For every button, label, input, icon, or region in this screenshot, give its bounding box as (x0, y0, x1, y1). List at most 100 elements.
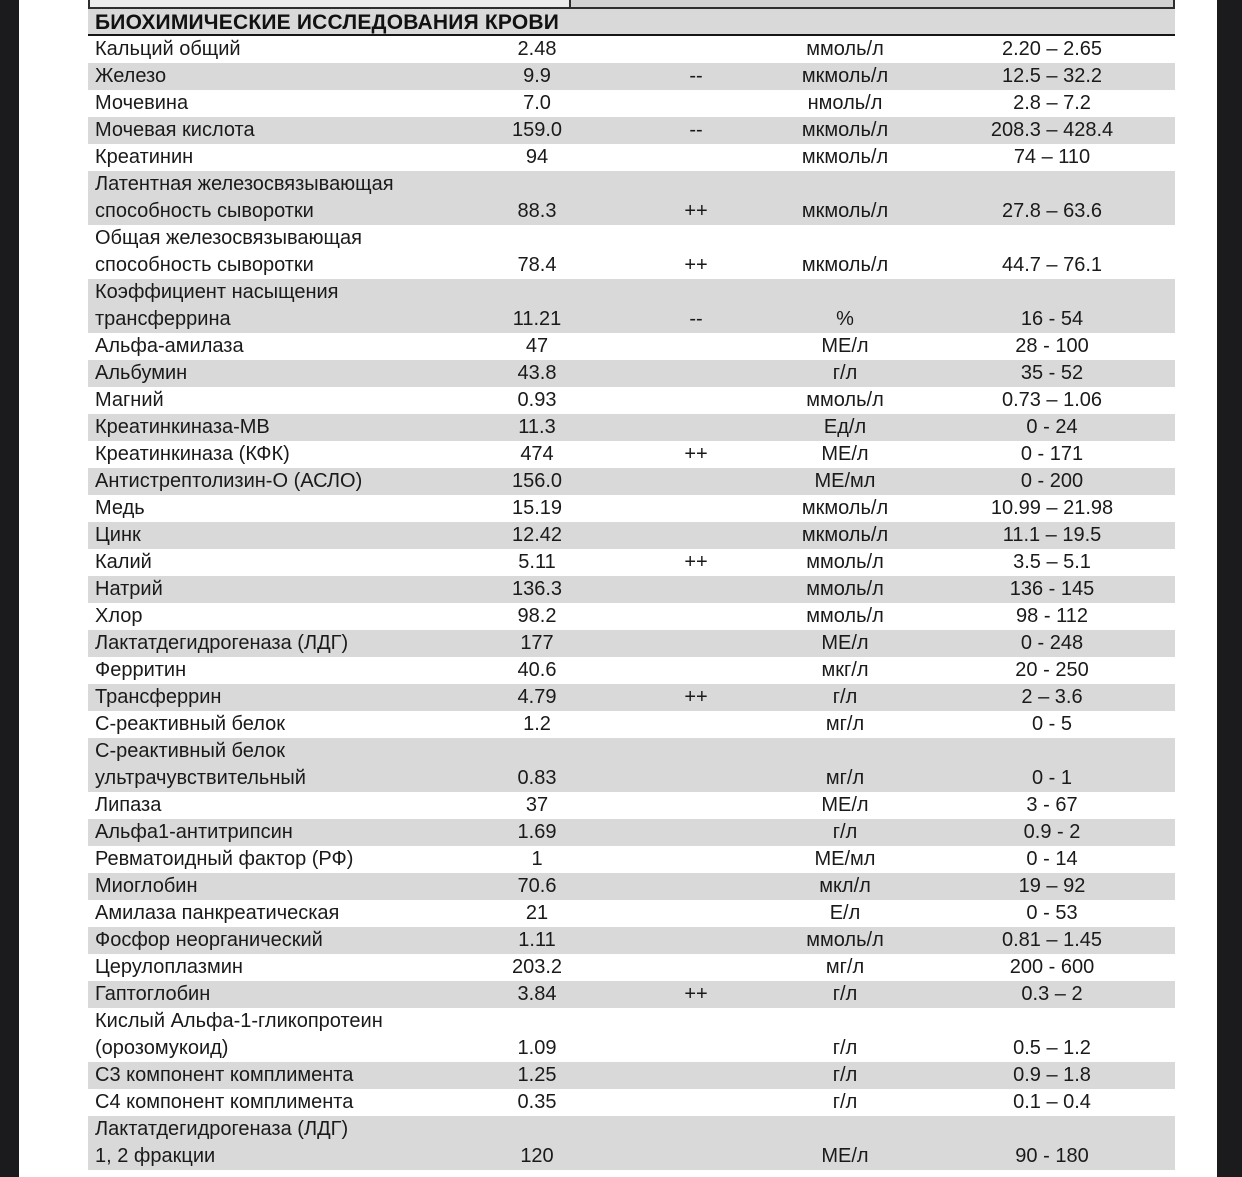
parameter-name-cell: Хлор (95, 605, 143, 627)
range-cell: 44.7 – 76.1 (1001, 254, 1103, 276)
units-cell: МЕ/мл (814, 848, 876, 870)
units-cell: мкмоль/л (801, 200, 889, 222)
units-cell: мкмоль/л (801, 497, 889, 519)
value-cell: 1.09 (517, 1037, 557, 1059)
parameter-name-cell: Цинк (95, 524, 141, 546)
units-cell: ммоль/л (806, 551, 884, 573)
range-cell: 2 – 3.6 (1021, 686, 1083, 708)
value-cell: 120 (520, 1145, 554, 1167)
section-title: БИОХИМИЧЕСКИЕ ИССЛЕДОВАНИЯ КРОВИ (88, 9, 1175, 36)
parameter-name-cell: С-реактивный белок (95, 713, 286, 735)
value-cell: 177 (520, 632, 554, 654)
value-cell: 78.4 (517, 254, 557, 276)
parameter-name-cell: Латентная железосвязывающая способность с… (95, 173, 394, 222)
value-cell: 1.11 (518, 929, 556, 951)
flag-cell: ++ (684, 254, 708, 276)
table-row: Латентная железосвязывающая способность с… (88, 171, 1175, 225)
value-cell: 156.0 (511, 470, 563, 492)
parameter-name-cell: С3 компонент комплимента (95, 1064, 354, 1086)
value-cell: 159.0 (511, 119, 563, 141)
value-cell: 3.84 (517, 983, 557, 1005)
value-cell: 94 (525, 146, 549, 168)
table-row: Альфа1-антитрипсин 1.69 г/л 0.9 - 2 (88, 819, 1175, 846)
table-row: Ферритин 40.6 мкг/л 20 - 250 (88, 657, 1175, 684)
range-cell: 19 – 92 (1018, 875, 1086, 897)
range-cell: 2.20 – 2.65 (1001, 38, 1103, 60)
range-cell: 10.99 – 21.98 (990, 497, 1114, 519)
units-cell: ммоль/л (806, 929, 884, 951)
range-cell: 0 - 248 (1020, 632, 1084, 654)
flag-cell: -- (689, 119, 703, 141)
range-cell: 208.3 – 428.4 (990, 119, 1114, 141)
table-row: С-реактивный белок 1.2 мг/л 0 - 5 (88, 711, 1175, 738)
parameter-name-cell: С-реактивный белок ультрачувствительный (95, 740, 306, 789)
parameter-name-cell: Креатинкиназа-МВ (95, 416, 270, 438)
range-cell: 0.1 – 0.4 (1013, 1091, 1091, 1113)
value-cell: 21 (525, 902, 549, 924)
range-cell: 11.1 – 19.5 (1002, 524, 1102, 546)
table-row: Креатинин 94 мкмоль/л 74 – 110 (88, 144, 1175, 171)
range-cell: 12.5 – 32.2 (1001, 65, 1103, 87)
value-cell: 7.0 (523, 92, 551, 114)
lab-results-table: БИОХИМИЧЕСКИЕ ИССЛЕДОВАНИЯ КРОВИ Кальций… (88, 0, 1175, 1170)
table-row: Антистрептолизин-О (АСЛО) 156.0 МЕ/мл 0 … (88, 468, 1175, 495)
table-row: С3 компонент комплимента 1.25 г/л 0.9 – … (88, 1062, 1175, 1089)
units-cell: МЕ/л (821, 335, 869, 357)
table-row: С-реактивный белок ультрачувствительный 0… (88, 738, 1175, 792)
range-cell: 90 - 180 (1015, 1145, 1089, 1167)
table-row: Альбумин 43.8 г/л 35 - 52 (88, 360, 1175, 387)
table-row: Железо 9.9 -- мкмоль/л 12.5 – 32.2 (88, 63, 1175, 90)
top-edge-cell-right (570, 0, 1175, 7)
parameter-name-cell: Миоглобин (95, 875, 198, 897)
table-row: Миоглобин 70.6 мкл/л 19 – 92 (88, 873, 1175, 900)
parameter-name-cell: Ревматоидный фактор (РФ) (95, 848, 354, 870)
value-cell: 1.25 (517, 1064, 557, 1086)
value-cell: 5.11 (518, 551, 556, 573)
parameter-name-cell: Кальций общий (95, 38, 241, 60)
parameter-name-cell: Магний (95, 389, 164, 411)
table-row: Хлор 98.2 ммоль/л 98 - 112 (88, 603, 1175, 630)
table-row: Цинк 12.42 мкмоль/л 11.1 – 19.5 (88, 522, 1175, 549)
table-row: Кислый Альфа-1-гликопротеин (орозомукоид)… (88, 1008, 1175, 1062)
value-cell: 1.69 (517, 821, 557, 843)
units-cell: ммоль/л (806, 578, 884, 600)
table-row: Креатинкиназа-МВ 11.3 Ед/л 0 - 24 (88, 414, 1175, 441)
units-cell: % (836, 308, 854, 330)
range-cell: 3.5 – 5.1 (1013, 551, 1091, 573)
parameter-name-cell: Общая железосвязывающая способность сывор… (95, 227, 362, 276)
parameter-name-cell: Ферритин (95, 659, 187, 681)
units-cell: МЕ/л (821, 632, 869, 654)
units-cell: Е/л (829, 902, 861, 924)
value-cell: 43.8 (517, 362, 557, 384)
flag-cell: ++ (684, 551, 708, 573)
value-cell: 88.3 (517, 200, 557, 222)
units-cell: ммоль/л (806, 605, 884, 627)
units-cell: г/л (832, 983, 858, 1005)
range-cell: 0 - 14 (1026, 848, 1078, 870)
table-row: Коэффициент насыщения трансферрина 11.21 … (88, 279, 1175, 333)
parameter-name-cell: Медь (95, 497, 145, 519)
value-cell: 15.19 (511, 497, 563, 519)
units-cell: мг/л (825, 767, 865, 789)
units-cell: мкмоль/л (801, 119, 889, 141)
table-row: С4 компонент комплимента 0.35 г/л 0.1 – … (88, 1089, 1175, 1116)
parameter-name-cell: Калий (95, 551, 152, 573)
table-row: Альфа-амилаза 47 МЕ/л 28 - 100 (88, 333, 1175, 360)
table-row: Лактатдегидрогеназа (ЛДГ) 177 МЕ/л 0 - 2… (88, 630, 1175, 657)
top-edge-divider (569, 0, 571, 9)
range-cell: 0 - 200 (1020, 470, 1084, 492)
value-cell: 11.21 (512, 308, 562, 330)
value-cell: 70.6 (517, 875, 557, 897)
units-cell: мкг/л (821, 659, 869, 681)
range-cell: 3 - 67 (1026, 794, 1078, 816)
range-cell: 0.3 – 2 (1021, 983, 1083, 1005)
value-cell: 98.2 (517, 605, 557, 627)
parameter-name-cell: Амилаза панкреатическая (95, 902, 340, 924)
value-cell: 0.93 (517, 389, 557, 411)
range-cell: 0 - 171 (1020, 443, 1084, 465)
range-cell: 27.8 – 63.6 (1001, 200, 1103, 222)
parameter-name-cell: Коэффициент насыщения трансферрина (95, 281, 339, 330)
table-row: Церулоплазмин 203.2 мг/л 200 - 600 (88, 954, 1175, 981)
table-row: Общая железосвязывающая способность сывор… (88, 225, 1175, 279)
units-cell: г/л (832, 1091, 858, 1113)
